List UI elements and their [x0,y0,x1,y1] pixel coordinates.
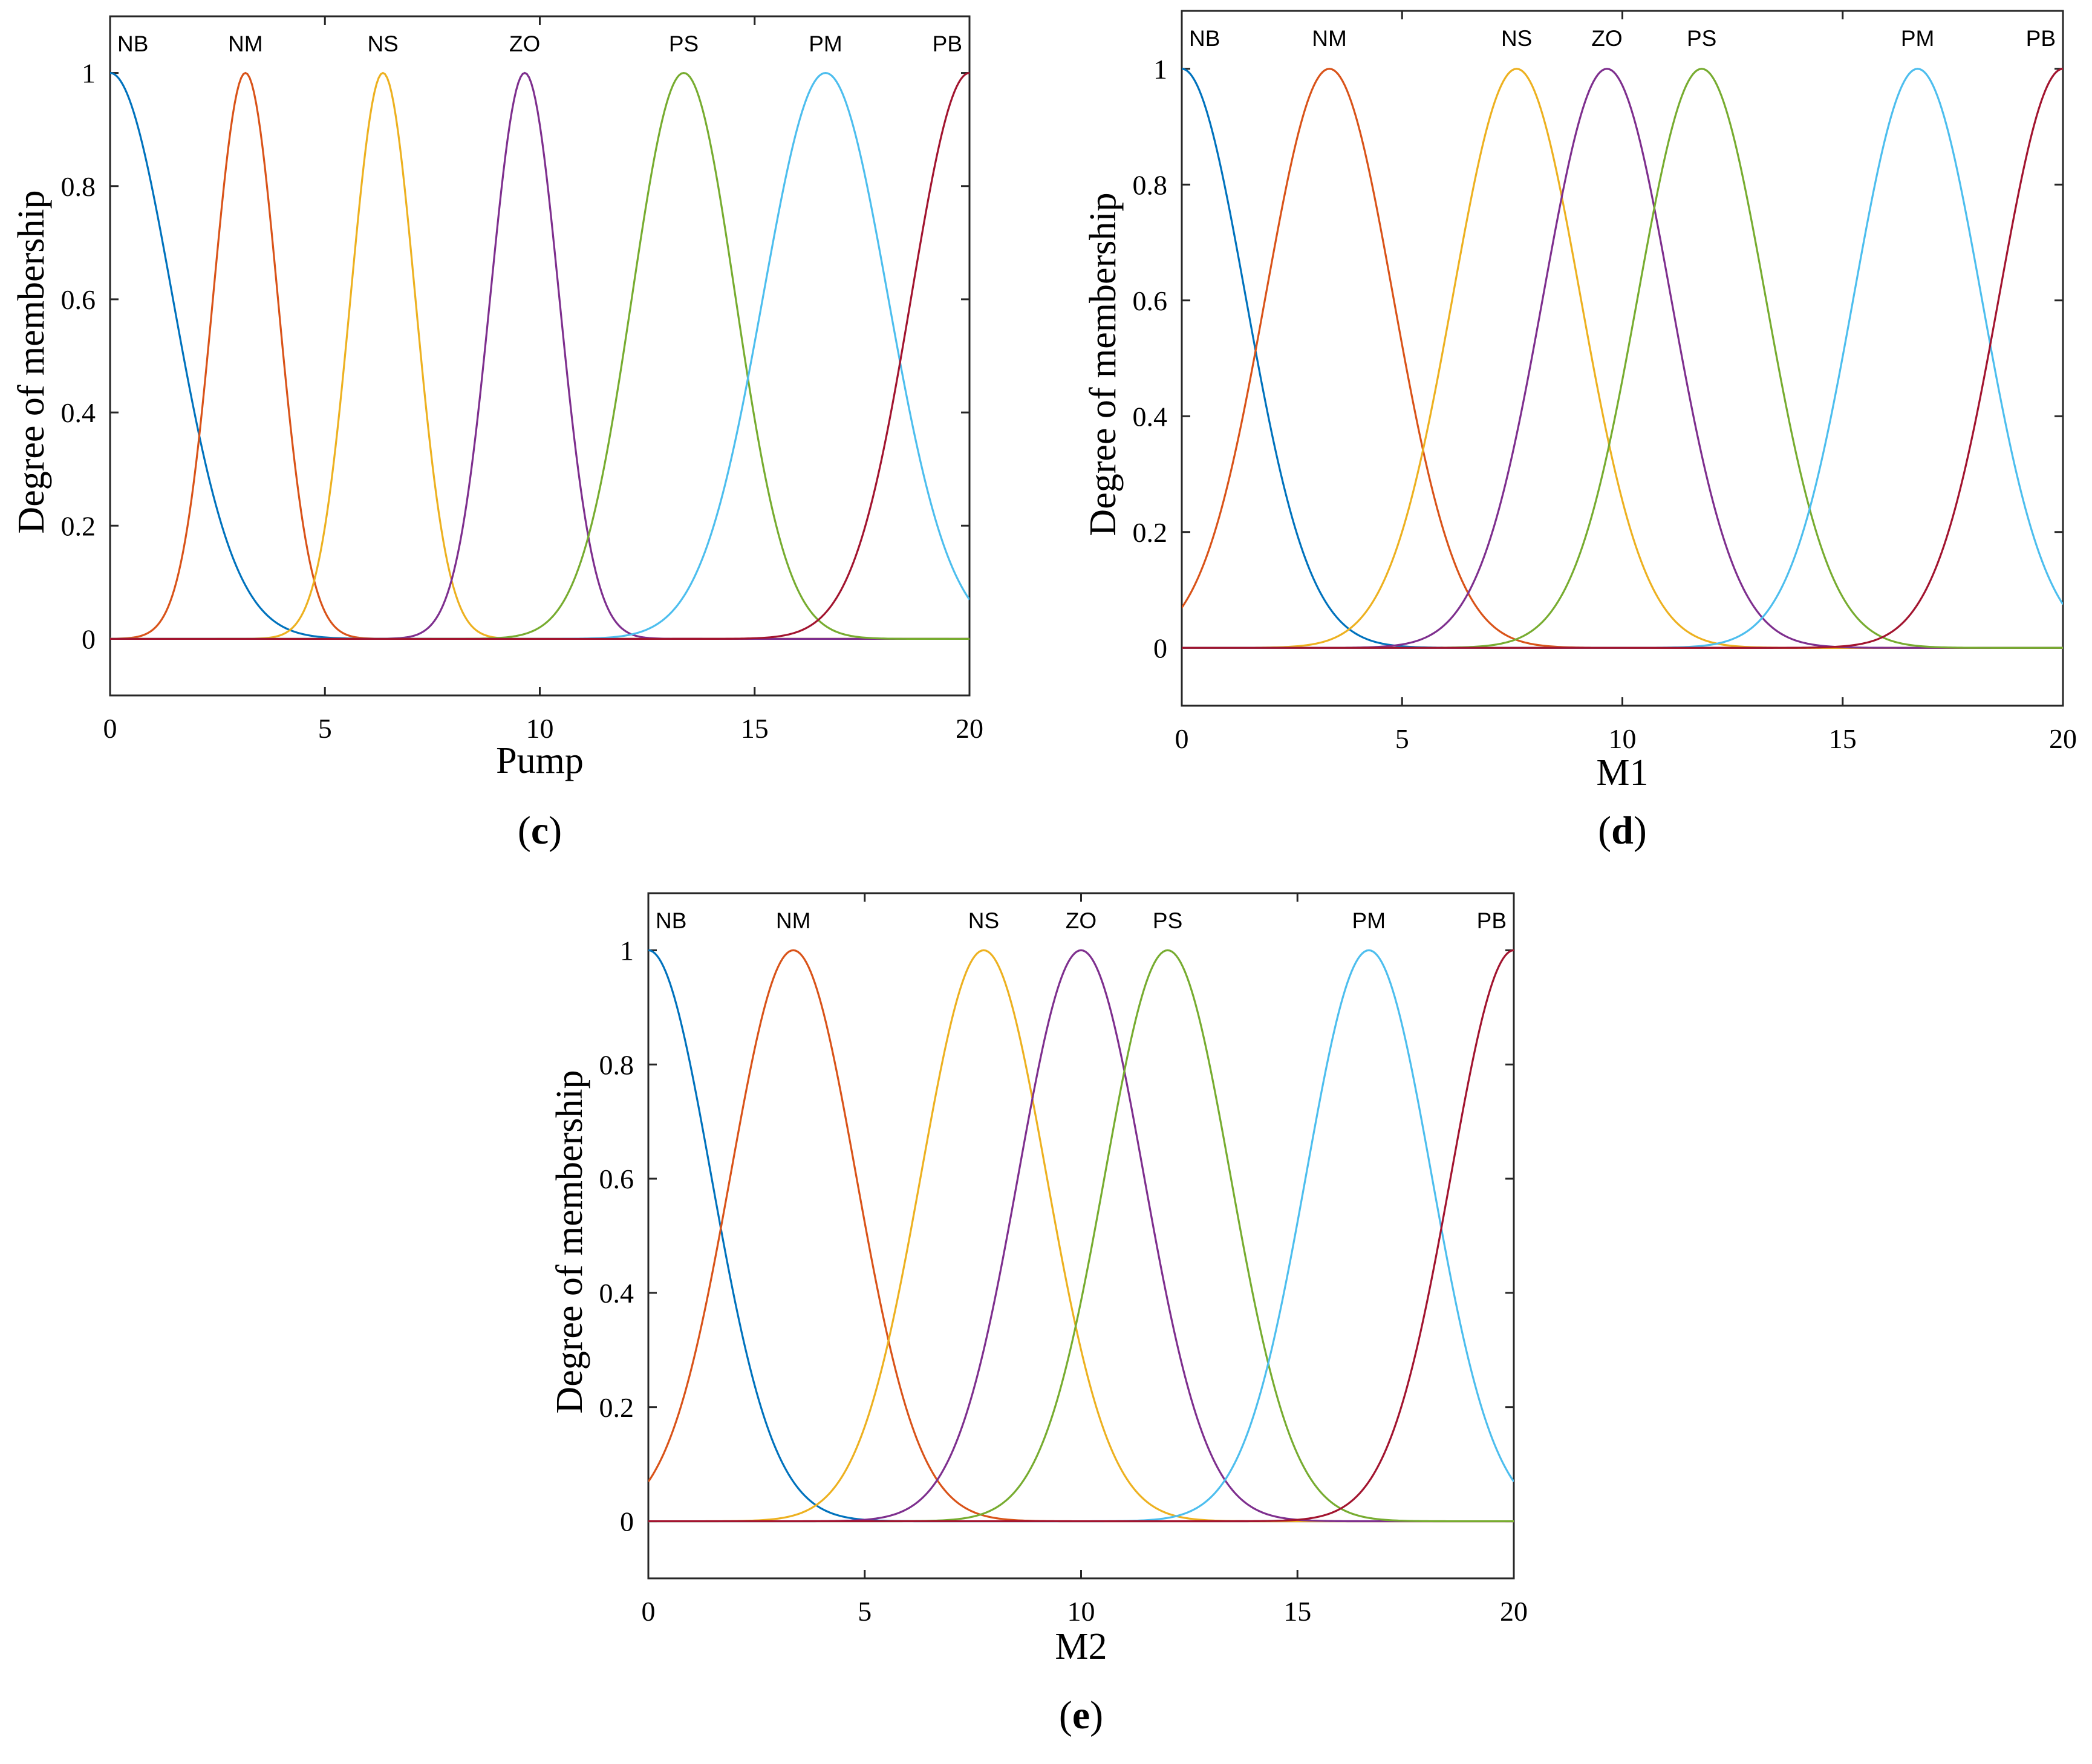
series-label-pm: PM [1901,26,1935,51]
series-line-pm [110,71,969,640]
x-tick-label: 10 [526,713,554,744]
panel-label: (e) [1059,1693,1103,1737]
x-tick-label: 20 [2049,723,2077,754]
series-line-zo [648,949,1514,1523]
y-tick-label: 0.8 [599,1049,634,1080]
x-tick-label: 10 [1067,1596,1095,1627]
series-label-ns: NS [367,31,398,56]
series-label-nb: NB [117,31,148,56]
y-tick-label: 1 [82,58,96,89]
y-tick-label: 0.4 [1133,401,1168,432]
y-tick-label: 0.2 [1133,517,1168,548]
x-axis-label: M1 [1596,752,1648,793]
plot-frame [1181,10,2064,707]
series-line-ps [648,949,1514,1523]
series-group [1182,68,2063,649]
plot-frame [647,892,1515,1580]
plot-frame [109,15,971,697]
series-label-pm: PM [809,31,842,56]
series-line-pm [1182,68,2063,649]
x-tick-label: 0 [642,1596,656,1627]
y-tick-label: 0 [82,623,96,654]
y-axis-label: Degree of membership [1083,192,1124,536]
series-group [110,71,969,640]
series-line-pm [648,949,1514,1523]
series-label-pb: PB [933,31,962,56]
y-tick-label: 0.4 [61,397,96,428]
series-label-pb: PB [2026,26,2056,51]
series-label-nm: NM [1312,26,1347,51]
x-axis-label: Pump [496,740,584,781]
series-label-zo: ZO [1066,908,1097,933]
series-label-nm: NM [776,908,811,933]
y-tick-label: 0.6 [1133,285,1168,316]
series-label-pb: PB [1477,908,1507,933]
x-tick-label: 0 [1175,723,1189,754]
y-tick-label: 0.8 [1133,169,1168,200]
series-line-nb [1182,68,2063,649]
series-label-ns: NS [1501,26,1532,51]
series-label-ns: NS [968,908,999,933]
y-axis-label: Degree of membership [549,1070,590,1413]
series-line-ns [1182,68,2063,649]
y-tick-label: 0 [620,1506,634,1537]
series-group [648,949,1514,1523]
x-tick-label: 15 [1283,1596,1311,1627]
series-label-zo: ZO [1591,26,1622,51]
series-label-ps: PS [1687,26,1716,51]
y-tick-label: 0 [1153,633,1167,663]
series-line-zo [110,71,969,640]
x-tick-label: 0 [103,713,117,744]
x-tick-label: 5 [318,713,332,744]
y-tick-label: 0.2 [599,1392,634,1423]
x-tick-label: 20 [1500,1596,1528,1627]
y-tick-label: 0.8 [61,171,96,202]
x-tick-label: 20 [956,713,983,744]
x-tick-label: 15 [741,713,769,744]
series-line-ps [1182,68,2063,649]
y-tick-label: 0.4 [599,1278,634,1309]
x-tick-label: 5 [1395,723,1409,754]
series-line-pb [648,949,1514,1523]
series-line-zo [1182,68,2063,649]
series-line-ps [110,71,969,640]
series-line-ns [648,949,1514,1523]
series-line-nb [110,71,969,640]
series-label-pm: PM [1352,908,1386,933]
series-line-pb [110,72,969,640]
x-tick-label: 15 [1829,723,1857,754]
y-axis-label: Degree of membership [11,190,52,533]
series-line-pb [1182,68,2063,649]
y-tick-label: 1 [620,935,634,966]
series-line-nb [648,949,1514,1523]
x-tick-label: 5 [858,1596,872,1627]
panel-label: (c) [518,809,562,853]
y-tick-label: 1 [1153,54,1167,85]
series-line-nm [1182,68,2063,649]
series-line-nm [110,71,969,640]
panel-label: (d) [1598,809,1647,853]
series-line-ns [110,71,969,640]
x-tick-label: 10 [1609,723,1637,754]
series-label-zo: ZO [509,31,540,56]
y-tick-label: 0.6 [61,284,96,315]
y-tick-label: 0.6 [599,1164,634,1194]
series-label-nb: NB [656,908,686,933]
x-axis-label: M2 [1055,1626,1107,1667]
series-label-ps: PS [669,31,699,56]
series-label-nm: NM [228,31,263,56]
series-label-nb: NB [1189,26,1220,51]
series-label-ps: PS [1153,908,1182,933]
y-tick-label: 0.2 [61,510,96,541]
series-line-nm [648,949,1514,1523]
